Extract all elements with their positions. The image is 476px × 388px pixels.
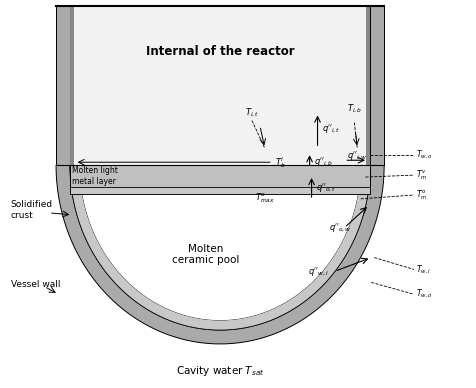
Bar [70, 6, 74, 165]
Text: $q''_{o,t}$: $q''_{o,t}$ [315, 182, 335, 194]
Polygon shape [70, 165, 369, 330]
Text: $q''_{i,t}$: $q''_{i,t}$ [321, 122, 339, 135]
Text: $T_{w,o}$: $T_{w,o}$ [416, 149, 432, 161]
Bar [369, 6, 383, 165]
Text: $T_{w,i}$: $T_{w,i}$ [416, 263, 431, 275]
Text: $q''_{w,i}$: $q''_{w,i}$ [307, 265, 327, 278]
Text: $T_{i,b}$: $T_{i,b}$ [347, 102, 362, 115]
Text: Molten
ceramic pool: Molten ceramic pool [172, 244, 239, 265]
Text: $q''_{i,w}$: $q''_{i,w}$ [347, 149, 367, 162]
Bar [70, 187, 369, 194]
Bar [70, 165, 369, 194]
Text: $q''_{i,b}$: $q''_{i,b}$ [313, 155, 332, 168]
Polygon shape [80, 165, 359, 320]
Text: Solidified
crust: Solidified crust [11, 200, 53, 220]
Polygon shape [56, 165, 383, 344]
Bar [56, 6, 70, 165]
Text: Internal of the reactor: Internal of the reactor [146, 45, 294, 57]
Text: $T_{w,o}$: $T_{w,o}$ [416, 288, 432, 300]
Text: $T_{m}^{o}$: $T_{m}^{o}$ [416, 188, 427, 202]
Bar [70, 165, 369, 187]
Text: $T_{b}^{l}$: $T_{b}^{l}$ [274, 155, 285, 170]
Bar [74, 6, 366, 165]
Text: Vessel wall: Vessel wall [11, 280, 60, 289]
Text: $T_{i,t}$: $T_{i,t}$ [245, 106, 258, 119]
Text: $T_{max}^{o}$: $T_{max}^{o}$ [254, 191, 274, 205]
Text: $q''_{o,w}$: $q''_{o,w}$ [329, 222, 351, 234]
Bar [366, 6, 369, 165]
Text: $T_{m}^{v}$: $T_{m}^{v}$ [416, 168, 427, 182]
Text: Molten light
metal layer: Molten light metal layer [72, 166, 118, 186]
Text: Cavity water $T_{sat}$: Cavity water $T_{sat}$ [176, 364, 264, 378]
